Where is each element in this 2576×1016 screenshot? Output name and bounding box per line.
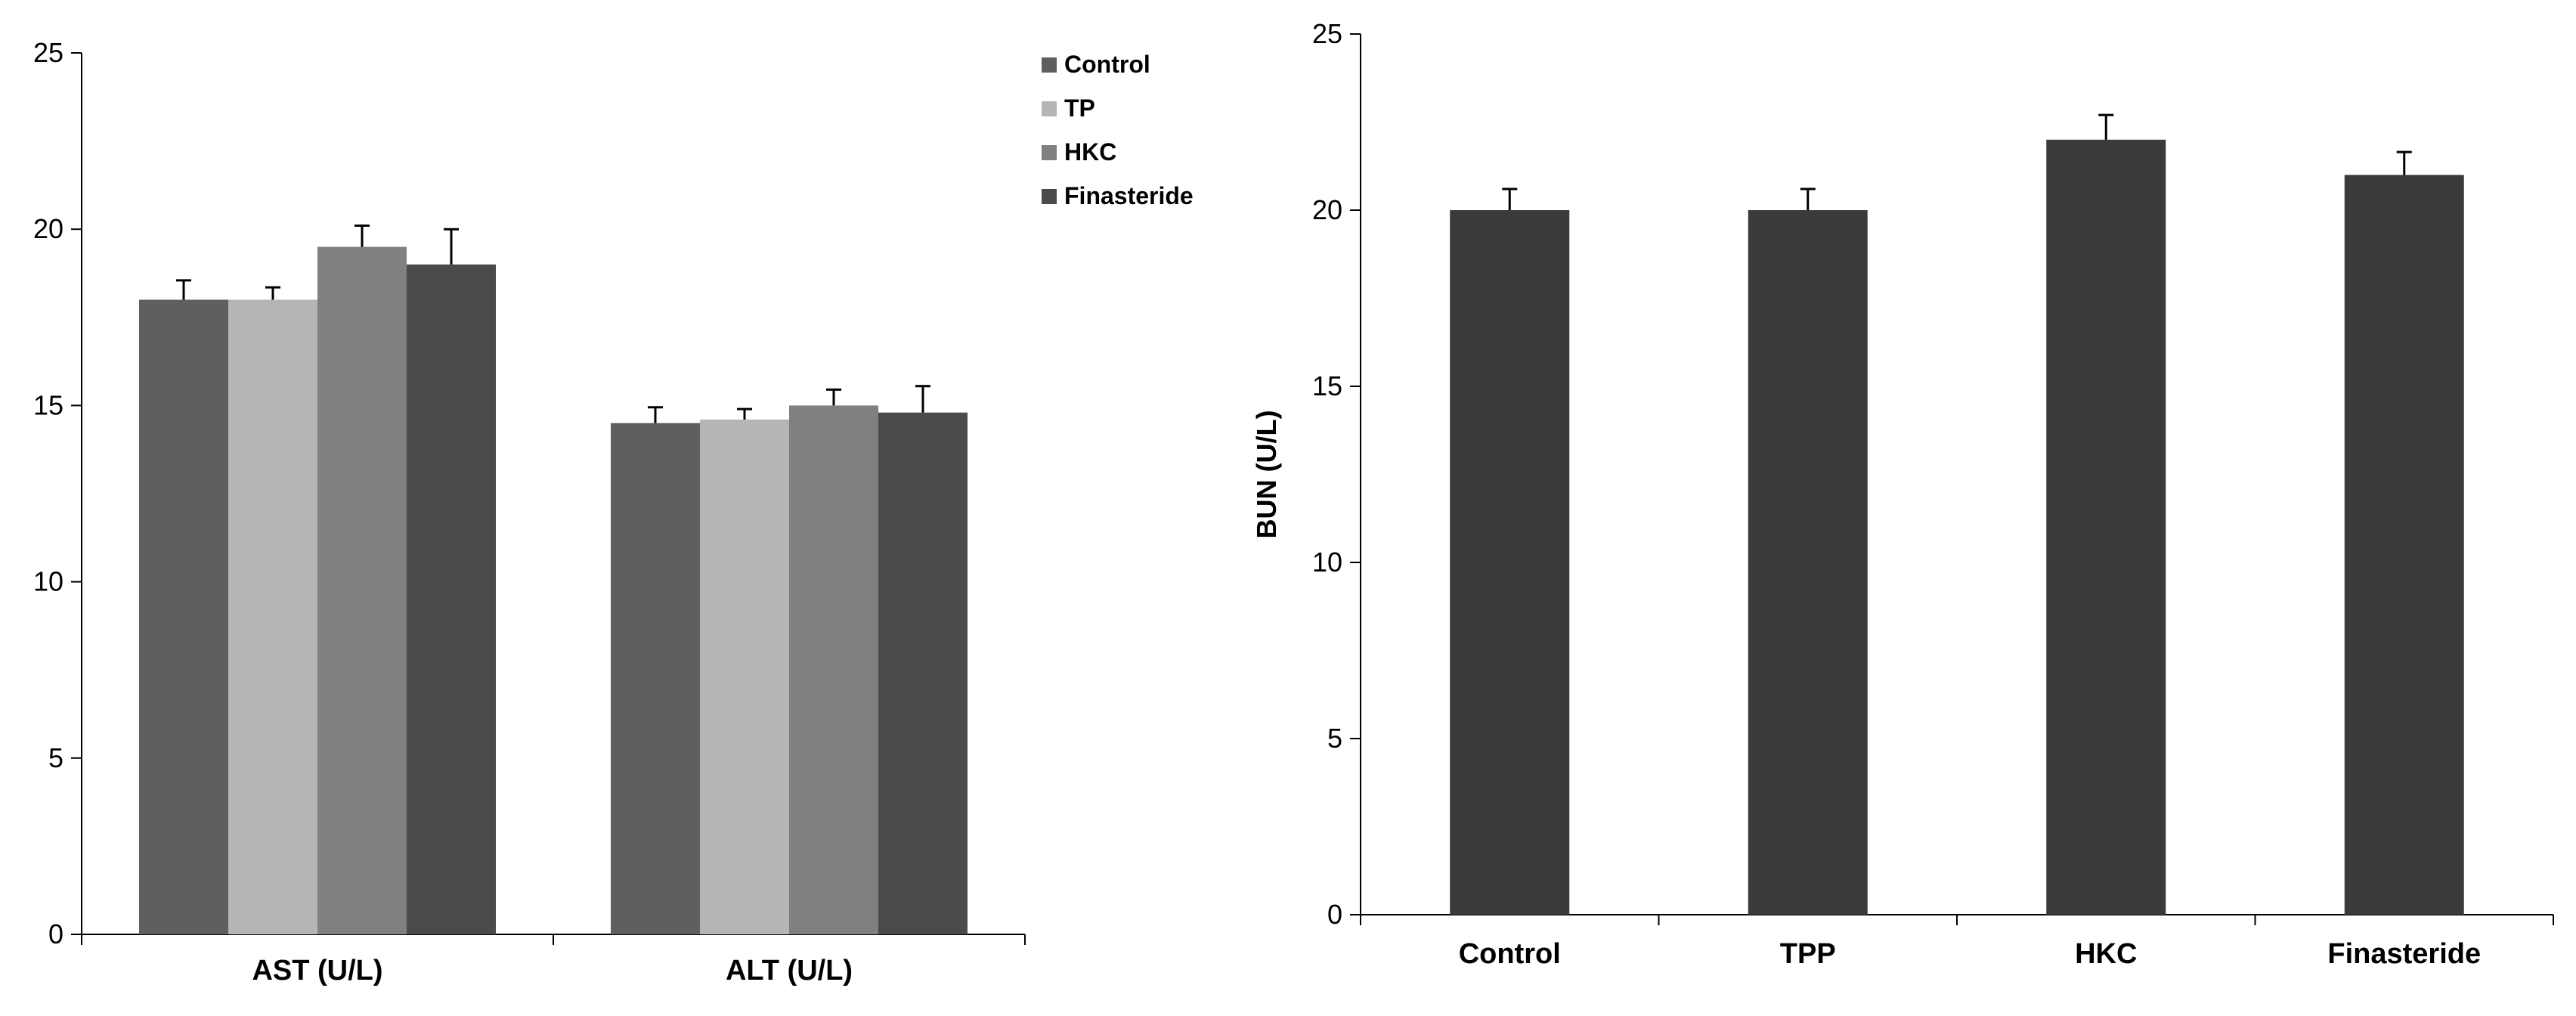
c1-y-tick-label-10: 10 [33,566,63,597]
c1-legend-label-finasteride: Finasteride [1064,182,1194,209]
c2-y-tick-label-25: 25 [1312,18,1342,49]
c1-legend-swatch-finasteride [1042,189,1057,204]
c1-y-tick-label-25: 25 [33,37,63,68]
c1-bar-finasteride-alt-u-l [878,412,968,934]
c2-y-axis-label: BUN (U/L) [1251,410,1282,539]
c1-legend-swatch-hkc [1042,145,1057,160]
c1-bar-hkc-ast-u-l [317,246,407,934]
c1-legend-label-control: Control [1064,51,1150,78]
chart-liver-enzymes: 0 5 10 15 20 25 AST (U/L) ALT (U/L) Control TP HKC… [33,37,1194,987]
c1-legend-label-hkc: HKC [1064,138,1116,166]
c2-y-tick-label-0: 0 [1327,899,1342,930]
c1-bar-control-alt-u-l [611,423,700,934]
c1-y-tick-label-20: 20 [33,213,63,244]
c2-y-tick-label-10: 10 [1312,547,1342,578]
c2-x-label-tpp: TPP [1780,938,1836,970]
c1-legend-swatch-tp [1042,101,1057,116]
c1-y-tick-label-5: 5 [48,742,63,773]
c1-bar-finasteride-ast-u-l [407,264,496,935]
c1-legend-label-tp: TP [1064,94,1095,122]
chart-bun: 0 5 10 15 20 25 Control TPP HKC Finasteride BUN (U… [1251,18,2554,970]
c1-x-label-alt-u-l: ALT (U/L) [726,955,853,987]
c1-y-tick-label-15: 15 [33,389,63,420]
c2-bar-finasteride [2344,175,2464,915]
c1-x-label-ast-u-l: AST (U/L) [252,955,382,987]
c2-y-tick-label-20: 20 [1312,194,1342,225]
c2-x-label-control: Control [1459,938,1561,970]
c2-y-tick-label-5: 5 [1327,723,1342,754]
c2-bar-tpp [1748,210,1868,915]
c2-bar-hkc [2046,139,2166,915]
c2-x-label-hkc: HKC [2075,938,2137,970]
c1-legend-swatch-control [1042,57,1057,73]
c1-bar-control-ast-u-l [139,299,228,935]
c2-x-label-finasteride: Finasteride [2327,938,2481,970]
c1-y-tick-label-0: 0 [48,918,63,949]
c2-y-tick-label-15: 15 [1312,370,1342,401]
c1-bar-hkc-alt-u-l [789,405,878,934]
c1-bar-tp-alt-u-l [700,420,789,934]
c2-bar-control [1450,210,1570,915]
c1-bar-tp-ast-u-l [228,299,317,935]
